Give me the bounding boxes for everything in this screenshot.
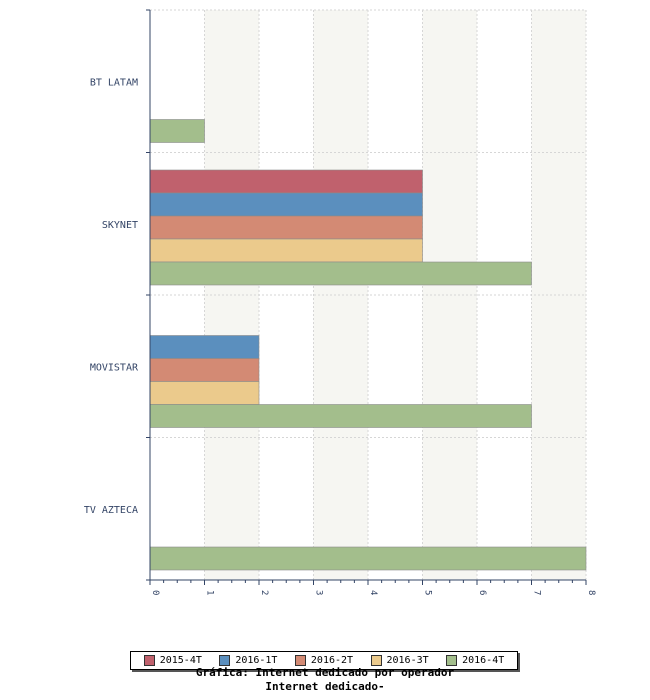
bar-tv-azteca-2016-4t: [149, 546, 587, 571]
x-tick-label: 5: [423, 590, 433, 595]
legend-label: 2015-4T: [159, 655, 202, 666]
legend-item-2016-3t: 2016-3T: [370, 655, 429, 666]
legend-label: 2016-2T: [310, 655, 354, 666]
bar-bt-latam-2016-4t: [149, 119, 205, 143]
legend-item-2016-4t: 2016-4T: [446, 655, 504, 666]
legend-swatch: [143, 655, 155, 666]
bar-skynet-2016-1t: [149, 192, 423, 217]
x-tick-label: 8: [586, 590, 596, 595]
x-tick-label: 1: [205, 590, 215, 595]
bar-movistar-2016-1t: [149, 335, 260, 359]
legend-swatch: [446, 655, 458, 666]
legend-label: 2016-4T: [462, 655, 505, 666]
x-tick-label: 2: [259, 590, 269, 595]
chart-caption-title: Gráfica: Internet dedicado por operador: [195, 666, 455, 679]
legend-label: 2016-1T: [235, 655, 278, 666]
category-label: BT LATAM: [90, 77, 138, 88]
category-label: MOVISTAR: [90, 362, 139, 373]
chart-caption-subtitle: Internet dedicado-: [265, 680, 385, 693]
legend-label: 2016-3T: [386, 655, 429, 666]
category-label: SKYNET: [102, 220, 138, 231]
category-label: TV AZTECA: [84, 505, 138, 516]
bar-skynet-2016-3t: [149, 238, 423, 263]
chart-legend: 2015-4T 2016-1T 2016-2T 2016-3T 2016-4T: [130, 651, 518, 670]
legend-item-2015-4t: 2015-4T: [143, 655, 202, 666]
x-tick-label: 7: [532, 590, 542, 595]
legend-swatch: [219, 655, 231, 666]
bar-chart: BT LATAM SKYNET MOVISTAR TV AZTECA 0 1 2 3 4 5 6 7 8: [84, 9, 596, 595]
bar-movistar-2016-2t: [149, 358, 260, 382]
bar-movistar-2016-4t: [149, 404, 532, 428]
x-tick-label: 0: [150, 590, 160, 595]
bar-skynet-2016-2t: [149, 215, 423, 240]
legend-swatch: [294, 655, 306, 666]
legend-item-2016-1t: 2016-1T: [219, 655, 277, 666]
x-tick-label: 4: [368, 590, 378, 595]
x-tick-label: 3: [314, 590, 324, 595]
bar-skynet-2015-4t: [149, 169, 423, 194]
legend-item-2016-2t: 2016-2T: [294, 655, 354, 666]
legend-swatch: [370, 655, 382, 666]
x-tick-label: 6: [477, 590, 487, 595]
bar-movistar-2016-3t: [149, 381, 260, 405]
bar-skynet-2016-4t: [149, 261, 532, 286]
